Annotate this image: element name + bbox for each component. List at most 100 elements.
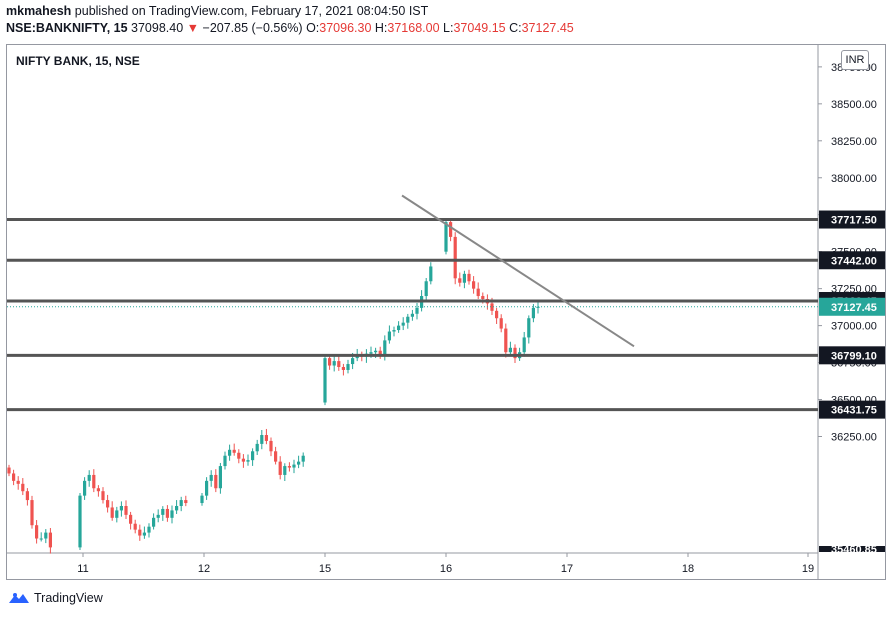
y-tick-label: 38500.00 <box>831 99 877 111</box>
candle-body <box>96 488 100 492</box>
candle-body <box>351 358 355 365</box>
y-tick-label: 38250.00 <box>831 136 877 148</box>
candle-body <box>278 461 282 475</box>
currency-badge[interactable]: INR <box>841 50 869 70</box>
candle-body <box>527 318 531 338</box>
x-tick-label: 18 <box>682 563 694 575</box>
candle-body <box>449 222 453 237</box>
candle-body <box>83 480 87 496</box>
candle-body <box>264 435 268 441</box>
low-label: L: <box>443 21 454 35</box>
candle-body <box>513 347 517 359</box>
candle-body <box>453 236 457 279</box>
close-label: C: <box>509 21 522 35</box>
bottom-label-bg <box>819 546 885 552</box>
candle-body <box>133 523 137 530</box>
candle-body <box>383 340 387 356</box>
candle-body <box>35 525 39 539</box>
candle-body <box>297 461 301 465</box>
candle-body <box>490 303 494 311</box>
candle-body <box>378 350 382 356</box>
candle-body <box>499 318 503 329</box>
last-price: 37098.40 <box>131 21 184 35</box>
x-tick-label: 11 <box>77 563 88 575</box>
candle-body <box>124 505 128 515</box>
candle-body <box>536 306 540 308</box>
candle-body <box>147 526 151 533</box>
candle-body <box>287 466 291 468</box>
ohlc-legend: NSE:BANKNIFTY, 15 37098.40 ▼ −207.85 (−0… <box>6 21 574 35</box>
candle-body <box>481 296 485 299</box>
candle-body <box>444 222 448 252</box>
series-title: NIFTY BANK, 15, NSE <box>16 54 140 68</box>
candle-body <box>462 273 466 283</box>
candle-body <box>87 474 91 481</box>
candle-body <box>110 507 114 518</box>
level-label: 36799.10 <box>831 350 877 362</box>
candle-body <box>323 358 327 403</box>
chart-frame[interactable] <box>6 44 886 580</box>
level-label-bg <box>819 251 885 270</box>
open-value: 37096.30 <box>319 21 372 35</box>
candle-body <box>170 510 174 518</box>
level-label-bg <box>819 400 885 419</box>
candle-body <box>156 514 160 518</box>
trend-line[interactable] <box>401 194 635 348</box>
level-label: 37442.00 <box>831 255 877 267</box>
y-tick-label: 37000.00 <box>831 321 877 333</box>
candle-body <box>232 449 236 453</box>
footer-brand[interactable]: TradingView <box>8 591 103 605</box>
x-tick-label: 17 <box>561 563 573 575</box>
published-text: published on TradingView.com, February 1… <box>74 4 429 18</box>
candle-body <box>175 505 179 511</box>
candle-body <box>283 466 287 475</box>
candle-body <box>205 480 209 496</box>
symbol-label: NSE:BANKNIFTY, 15 <box>6 21 128 35</box>
candle-body <box>387 331 391 341</box>
change-value: −207.85 (−0.56%) <box>202 21 303 35</box>
candle-body <box>369 352 373 354</box>
publish-info: mkmahesh published on TradingView.com, F… <box>6 4 428 18</box>
candle-body <box>255 443 259 452</box>
candle-body <box>101 491 105 501</box>
candle-body <box>16 480 20 484</box>
candle-body <box>424 281 428 297</box>
last-price-tag-bg <box>819 297 885 316</box>
candle-body <box>218 466 222 489</box>
author-name[interactable]: mkmahesh <box>6 4 72 18</box>
change-arrow-icon: ▼ <box>186 21 200 35</box>
candle-body <box>209 474 213 481</box>
candle-body <box>44 532 48 539</box>
candle-body <box>165 508 169 518</box>
candle-body <box>25 491 29 501</box>
candle-body <box>341 367 345 370</box>
last-price-tag: 37127.45 <box>831 302 877 314</box>
candle-body <box>301 455 305 462</box>
candle-body <box>251 451 255 461</box>
candle-body <box>397 325 401 331</box>
candle-body <box>30 500 34 526</box>
level-label-bg <box>819 346 885 365</box>
candle-body <box>246 460 250 462</box>
y-tick-label: 36250.00 <box>831 432 877 444</box>
candle-body <box>415 307 419 314</box>
low-value: 37049.15 <box>453 21 506 35</box>
candle-body <box>241 458 245 462</box>
candle-body <box>142 532 146 536</box>
candle-body <box>410 313 414 317</box>
candle-body <box>495 310 499 319</box>
candle-body <box>401 322 405 326</box>
candle-body <box>92 474 96 489</box>
candle-body <box>129 514 133 524</box>
candle-body <box>200 495 204 504</box>
tradingview-logo-icon <box>9 593 29 603</box>
candle-body <box>228 449 232 456</box>
candle-body <box>138 529 142 536</box>
level-label-bg <box>819 210 885 229</box>
candle-body <box>472 281 476 289</box>
candle-body <box>7 467 11 474</box>
candle-body <box>260 435 264 444</box>
x-tick-label: 19 <box>802 563 814 575</box>
candle-body <box>274 451 278 462</box>
